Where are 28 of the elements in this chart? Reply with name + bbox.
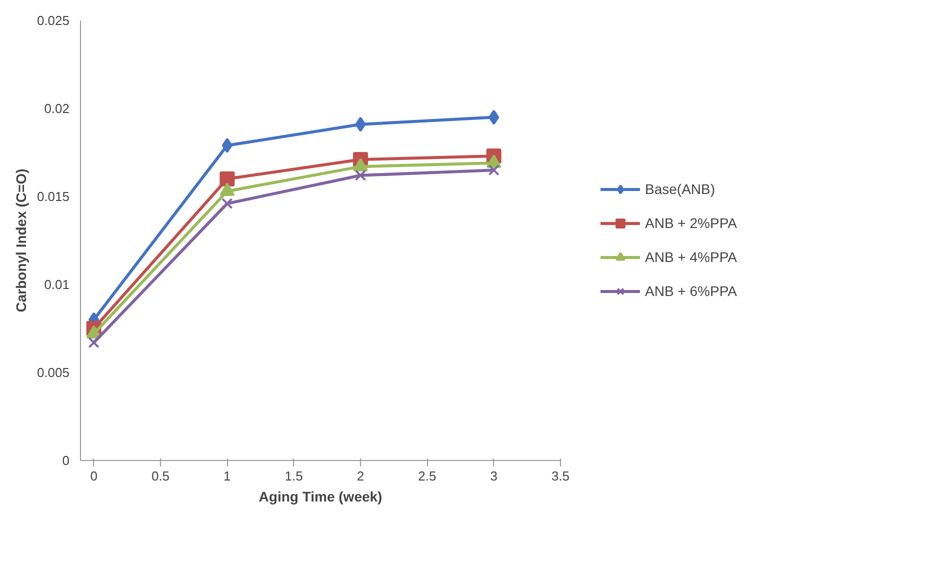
y-tick-label: 0.025 (36, 13, 70, 28)
x-tick-label: 0.5 (151, 468, 170, 484)
x-axis-title: Aging Time (week) (258, 488, 382, 504)
legend-label: Base(ANB) (645, 181, 716, 197)
point (354, 170, 366, 181)
y-tick-label: 0.005 (36, 365, 70, 380)
y-tick-label: 0.02 (44, 101, 70, 116)
y-tick-label: 0.015 (36, 189, 70, 204)
x-tick-label: 1 (224, 468, 231, 484)
legend-label: ANB + 2%PPA (645, 215, 737, 231)
x-tick-label: 3 (490, 468, 498, 484)
y-tick-label: 0 (62, 453, 70, 468)
x-tick-label: 1.5 (284, 468, 303, 484)
x-tick-label: 3.5 (551, 468, 570, 484)
point (488, 164, 500, 176)
point (355, 116, 366, 132)
legend-label: ANB + 6%PPA (645, 283, 737, 299)
point (220, 171, 235, 186)
point (88, 336, 100, 348)
point (488, 110, 500, 125)
x-tick-label: 0 (90, 468, 98, 484)
x-tick-label: 2 (356, 468, 364, 484)
point (222, 138, 232, 153)
x-tick-label: 2.5 (418, 468, 436, 484)
y-tick-label: 0.01 (44, 277, 70, 292)
legend-label: ANB + 4%PPA (645, 249, 737, 265)
point (222, 198, 233, 210)
y-axis-title: Carbonyl Index (C=O) (12, 168, 29, 312)
